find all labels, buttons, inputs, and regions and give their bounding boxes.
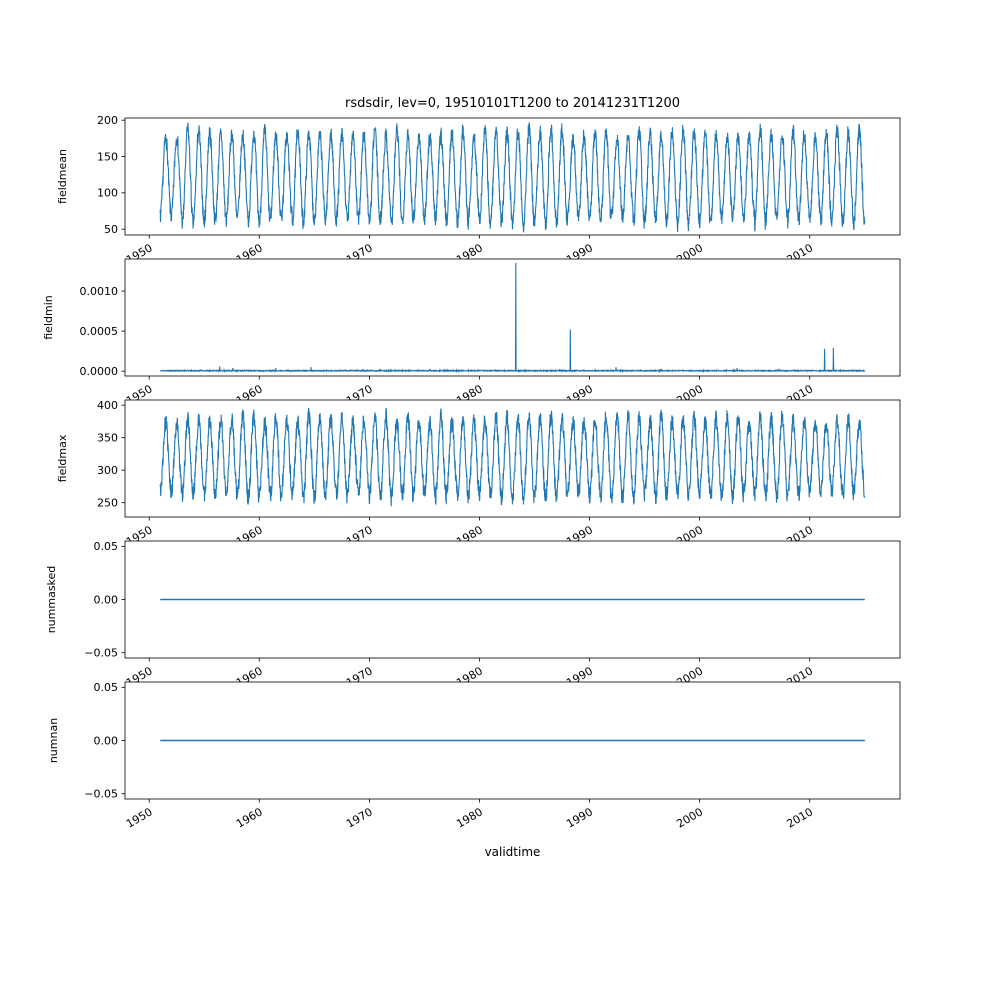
series-fieldmin: [160, 262, 866, 374]
y-tick-label: 350: [97, 432, 118, 445]
y-tick-label: 0.05: [94, 540, 119, 553]
x-tick-label: 1960: [234, 805, 265, 830]
x-tick-label: 2000: [674, 805, 705, 830]
x-tick-label: 1970: [344, 805, 375, 830]
y-axis-label: nummasked: [45, 566, 58, 634]
series-fieldmax: [159, 407, 866, 507]
y-tick-label: 0.0005: [80, 325, 119, 338]
y-tick-label: −0.05: [84, 646, 118, 659]
y-tick-label: 50: [104, 223, 118, 236]
y-tick-label: 0.05: [94, 681, 119, 694]
plot-frame: [124, 399, 901, 518]
series-fieldmean: [159, 122, 866, 233]
y-tick-label: 400: [97, 399, 118, 412]
x-tick-label: 1990: [564, 805, 595, 830]
y-tick-label: 0.0000: [80, 365, 119, 378]
x-tick-label: 1980: [454, 805, 485, 830]
chart-title: rsdsdir, lev=0, 19510101T1200 to 2014123…: [344, 96, 681, 111]
subplot-numnan: −0.05 0.00 0.05 numnan 1950 1960 1970 1980 1990 2…: [47, 681, 901, 831]
y-axis-label: fieldmean: [56, 149, 69, 204]
y-axis-label: fieldmin: [42, 295, 55, 340]
y-tick-label: 250: [97, 497, 118, 510]
y-tick-label: 0.00: [94, 593, 119, 606]
y-tick-label: 200: [97, 114, 118, 127]
x-tick-label: 2010: [784, 805, 815, 830]
y-tick-label: 100: [97, 187, 118, 200]
plot-frame: [124, 117, 901, 236]
y-tick-label: 0.0010: [80, 285, 119, 298]
x-axis-label: validtime: [485, 845, 541, 859]
y-tick-label: 300: [97, 464, 118, 477]
y-tick-label: 0.00: [94, 734, 119, 747]
plot-frame: [124, 258, 901, 377]
plot-background: [125, 259, 900, 376]
y-tick-label: 150: [97, 150, 118, 163]
y-axis-label: fieldmax: [56, 434, 69, 482]
y-tick-label: −0.05: [84, 787, 118, 800]
y-axis-label: numnan: [47, 718, 60, 763]
x-tick-label: 1950: [124, 805, 155, 830]
